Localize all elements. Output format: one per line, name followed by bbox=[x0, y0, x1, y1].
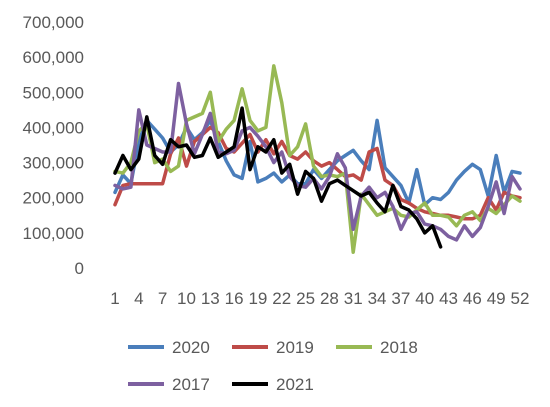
x-tick-label: 19 bbox=[248, 289, 267, 308]
x-tick-label: 1 bbox=[110, 289, 119, 308]
legend-label-2017: 2017 bbox=[172, 375, 210, 394]
series-line-2018 bbox=[113, 64, 522, 254]
x-tick-label: 43 bbox=[439, 289, 458, 308]
series-line-2017 bbox=[113, 81, 522, 242]
legend-label-2019: 2019 bbox=[276, 338, 314, 357]
x-tick-label: 31 bbox=[344, 289, 363, 308]
x-tick-label: 40 bbox=[415, 289, 434, 308]
y-tick-label: 600,000 bbox=[23, 48, 84, 67]
x-tick-label: 10 bbox=[177, 289, 196, 308]
x-tick-label: 37 bbox=[391, 289, 410, 308]
y-tick-label: 200,000 bbox=[23, 189, 84, 208]
y-tick-label: 400,000 bbox=[23, 118, 84, 137]
series-lines bbox=[113, 64, 522, 254]
legend: 2020 2019 2018 2017 2021 bbox=[128, 338, 418, 394]
x-tick-label: 16 bbox=[225, 289, 244, 308]
x-tick-label: 4 bbox=[134, 289, 143, 308]
y-tick-label: 500,000 bbox=[23, 83, 84, 102]
legend-label-2021: 2021 bbox=[276, 375, 314, 394]
x-tick-label: 13 bbox=[201, 289, 220, 308]
x-tick-label: 22 bbox=[272, 289, 291, 308]
series-line-2021 bbox=[113, 106, 443, 249]
legend-label-2020: 2020 bbox=[172, 338, 210, 357]
x-tick-label: 46 bbox=[463, 289, 482, 308]
x-tick-label: 7 bbox=[158, 289, 167, 308]
y-tick-label: 300,000 bbox=[23, 154, 84, 173]
y-axis-tick-labels: 0 100,000 200,000 300,000 400,000 500,000 600,… bbox=[23, 13, 84, 278]
y-tick-label: 700,000 bbox=[23, 13, 84, 32]
x-tick-label: 34 bbox=[368, 289, 387, 308]
legend-label-2018: 2018 bbox=[380, 338, 418, 357]
x-tick-label: 25 bbox=[296, 289, 315, 308]
y-tick-label: 100,000 bbox=[23, 224, 84, 243]
x-tick-label: 49 bbox=[487, 289, 506, 308]
y-tick-label: 0 bbox=[75, 259, 84, 278]
x-tick-label: 52 bbox=[511, 289, 530, 308]
x-axis-tick-labels: 1 4 7 10 13 16 19 22 25 28 31 34 37 40 43 46 49 52 bbox=[110, 289, 529, 308]
x-tick-label: 28 bbox=[320, 289, 339, 308]
